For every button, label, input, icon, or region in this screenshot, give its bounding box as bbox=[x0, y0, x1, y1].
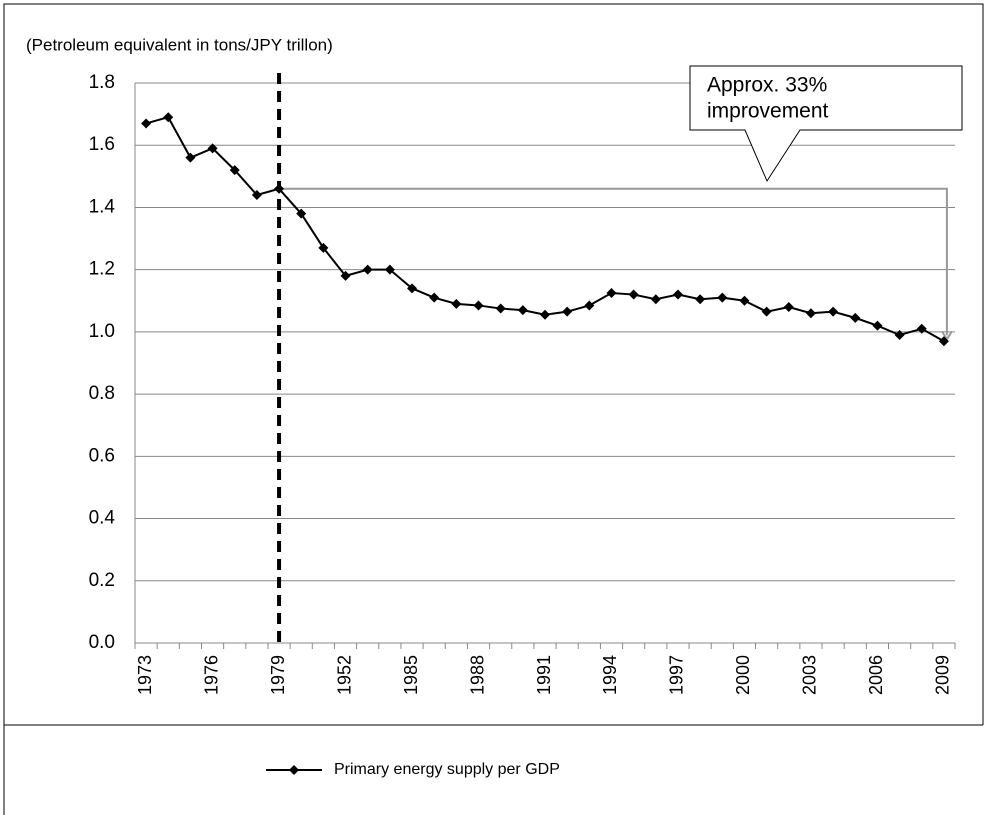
y-tick-label: 0.2 bbox=[89, 570, 115, 591]
bracket bbox=[279, 187, 948, 336]
data-point bbox=[695, 294, 706, 305]
data-point bbox=[916, 323, 927, 334]
data-point bbox=[407, 283, 418, 294]
data-point bbox=[894, 330, 905, 340]
data-point bbox=[362, 264, 373, 275]
data-point bbox=[628, 289, 639, 300]
data-point bbox=[562, 306, 573, 317]
x-tick-label: 1997 bbox=[667, 655, 687, 695]
data-point bbox=[274, 183, 285, 194]
x-tick-label: 1979 bbox=[268, 655, 288, 695]
data-point bbox=[251, 190, 262, 200]
data-point bbox=[584, 300, 595, 311]
data-point bbox=[296, 208, 307, 219]
data-point bbox=[805, 308, 816, 319]
x-tick-label: 2009 bbox=[933, 655, 953, 695]
series-line bbox=[145, 116, 945, 343]
frame bbox=[3, 3, 984, 815]
y-tick-label: 1.4 bbox=[89, 196, 116, 217]
data-point bbox=[717, 292, 728, 303]
data-point bbox=[672, 289, 683, 300]
data-point bbox=[783, 302, 794, 312]
data-point bbox=[495, 303, 506, 314]
data-point bbox=[850, 312, 861, 323]
data-point bbox=[429, 292, 440, 303]
y-tick-label: 1.8 bbox=[89, 72, 115, 93]
data-point bbox=[207, 143, 218, 154]
y-tick-label: 0.4 bbox=[89, 508, 116, 529]
data-point bbox=[938, 336, 949, 347]
x-tick-label: 2000 bbox=[733, 655, 753, 695]
x-tick-label: 1976 bbox=[201, 655, 221, 695]
data-point bbox=[473, 300, 484, 311]
data-point bbox=[650, 294, 661, 305]
data-point bbox=[761, 306, 772, 317]
x-tick-label: 1994 bbox=[600, 655, 620, 695]
data-point bbox=[517, 305, 528, 316]
x-tick-label: 2003 bbox=[800, 655, 820, 695]
legend-label: Primary energy supply per GDP bbox=[334, 761, 560, 778]
data-point bbox=[229, 165, 240, 176]
x-tick-label: 1988 bbox=[467, 655, 487, 695]
data-point bbox=[540, 309, 550, 320]
annotation: Approx. 33% bbox=[707, 74, 827, 97]
data-point bbox=[739, 295, 750, 306]
data-point bbox=[141, 118, 152, 129]
annotation: improvement bbox=[707, 100, 829, 123]
data-point bbox=[318, 242, 329, 253]
y-axis-label: (Petroleum equivalent in tons/JPY trillo… bbox=[26, 35, 333, 54]
data-point bbox=[606, 288, 617, 298]
y-tick-label: 0.0 bbox=[89, 632, 115, 653]
bracket-arrow bbox=[941, 330, 953, 342]
data-point bbox=[340, 270, 351, 281]
y-tick-label: 0.6 bbox=[89, 445, 115, 466]
data-point bbox=[451, 298, 462, 309]
legend-marker bbox=[289, 765, 299, 775]
data-point bbox=[384, 264, 395, 275]
y-tick-label: 1.2 bbox=[89, 259, 115, 280]
y-tick-label: 0.8 bbox=[89, 383, 115, 404]
data-point bbox=[185, 152, 196, 163]
x-tick-label: 2006 bbox=[866, 655, 886, 695]
x-tick-label: 1991 bbox=[534, 655, 554, 695]
x-tick-label: 1973 bbox=[135, 655, 155, 695]
data-point bbox=[872, 320, 883, 331]
data-point bbox=[163, 112, 174, 123]
x-tick-label: 1985 bbox=[401, 655, 421, 695]
x-tick-label: 1952 bbox=[334, 655, 354, 695]
data-point bbox=[828, 306, 839, 317]
callout bbox=[689, 65, 963, 183]
y-tick-label: 1.0 bbox=[89, 321, 115, 342]
y-tick-label: 1.6 bbox=[89, 134, 115, 155]
